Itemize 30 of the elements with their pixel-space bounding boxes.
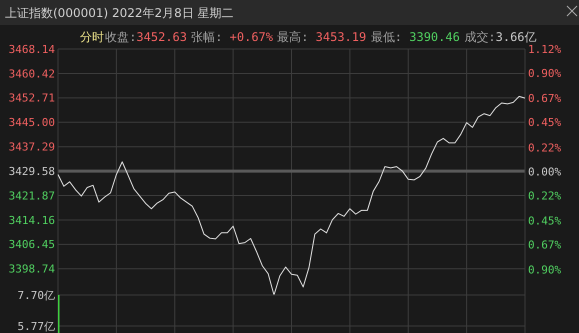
y-tick-label: 3398.74 — [8, 262, 56, 276]
y-tick-label: 3452.71 — [8, 92, 55, 105]
y-tick-label: 7.70亿 — [18, 288, 55, 302]
y2-tick-label: 0.00% — [528, 165, 562, 178]
y2-tick-label: 0.22% — [528, 141, 562, 154]
y-tick-label: 3406.45 — [8, 238, 55, 252]
y2-tick-label: 0.67% — [528, 238, 562, 252]
y2-tick-label: 0.45% — [528, 116, 562, 130]
y2-tick-label: 0.90% — [528, 264, 562, 277]
y2-tick-label: 0.45% — [528, 214, 562, 228]
y-tick-label: 3414.16 — [8, 214, 55, 227]
text: 收盘:3452.63 — [105, 30, 188, 44]
text: 成交:3.66亿 — [464, 30, 537, 44]
y2-tick-label: 0.90% — [528, 66, 562, 80]
y-tick-label: 3421.87 — [8, 189, 55, 202]
line-series — [58, 96, 526, 296]
y-tick-label: 3445.00 — [8, 116, 55, 130]
text: 分时 — [80, 30, 104, 44]
y2-tick-label: 1.12% — [528, 42, 562, 56]
text: 最低: 3390.46 — [370, 30, 460, 44]
y-tick-label: 3468.14 — [8, 42, 56, 56]
y-tick-label: 3460.42 — [8, 67, 55, 80]
chart-title: 上证指数(000001) 2022年2月8日 星期二 — [5, 6, 234, 20]
y2-tick-label: 0.67% — [528, 92, 562, 106]
y-tick-label: 5.77亿 — [18, 320, 55, 333]
text: 张幅: +0.67% — [191, 30, 274, 44]
y2-tick-label: 0.22% — [528, 189, 562, 202]
text: 最高: 3453.19 — [277, 30, 366, 44]
y-tick-label: 3437.29 — [8, 140, 55, 154]
y-tick-label: 3429.58 — [8, 164, 55, 178]
